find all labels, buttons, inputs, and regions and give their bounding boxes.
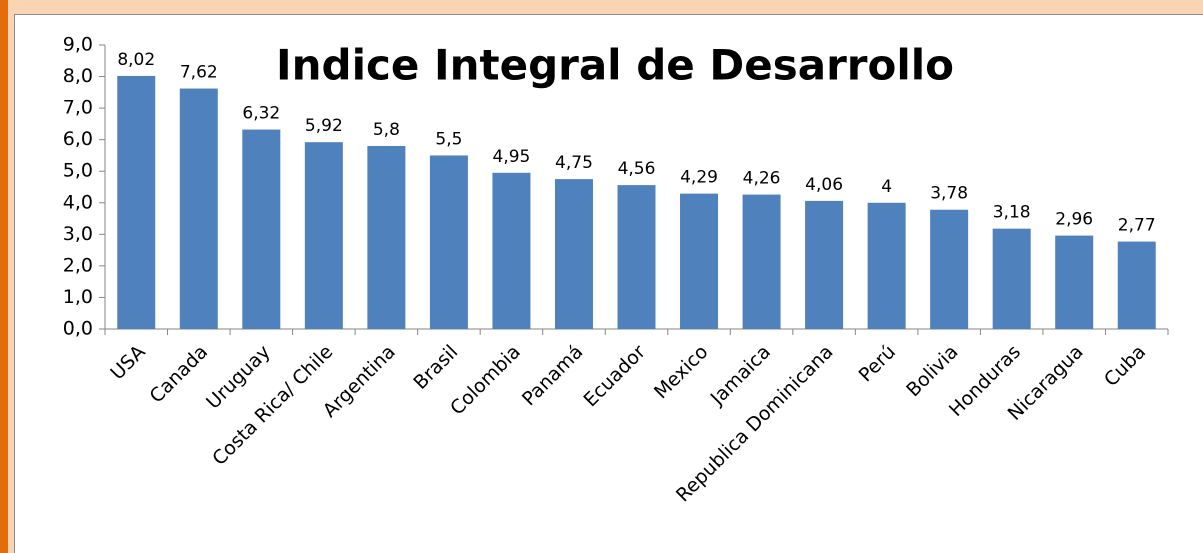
y-tick-label: 0,0 — [63, 318, 93, 340]
data-label: 5,8 — [373, 120, 400, 140]
data-label: 8,02 — [117, 50, 155, 70]
side-stripe — [0, 0, 8, 553]
bar — [367, 145, 406, 329]
data-label: 2,96 — [1055, 210, 1093, 230]
y-tick-label: 9,0 — [63, 34, 93, 56]
y-tick-label: 3,0 — [63, 223, 93, 245]
bar — [930, 209, 969, 329]
data-label: 3,18 — [993, 203, 1031, 223]
data-label: 7,62 — [180, 63, 218, 83]
bar — [242, 129, 281, 329]
data-label: 4,26 — [743, 169, 781, 189]
data-label: 6,32 — [242, 104, 280, 124]
bar — [1055, 235, 1094, 329]
data-label: 4,06 — [805, 175, 843, 195]
data-label: 4,95 — [493, 147, 531, 167]
bar — [617, 185, 656, 329]
chart-title: Indice Integral de Desarrollo — [276, 41, 954, 90]
bar — [867, 202, 906, 329]
y-tick-label: 5,0 — [63, 160, 93, 182]
bar — [742, 194, 781, 329]
bar — [179, 88, 218, 330]
data-label: 2,77 — [1118, 216, 1156, 236]
data-label: 3,78 — [930, 184, 968, 204]
bar — [805, 200, 844, 329]
bar — [992, 228, 1031, 329]
data-label: 4,29 — [680, 168, 718, 188]
data-label: 4,56 — [618, 159, 656, 179]
data-label: 4,75 — [555, 153, 593, 173]
bar — [554, 179, 593, 329]
y-tick-label: 2,0 — [63, 254, 93, 276]
bar — [680, 193, 719, 329]
y-tick-label: 1,0 — [63, 286, 93, 308]
bar — [117, 75, 156, 330]
y-tick-label: 6,0 — [63, 128, 93, 150]
data-label: 5,5 — [435, 129, 462, 149]
data-label: 5,92 — [305, 116, 343, 136]
bar — [429, 155, 468, 329]
y-tick-label: 4,0 — [63, 191, 93, 213]
y-tick-label: 7,0 — [63, 97, 93, 119]
bar — [492, 172, 531, 329]
y-tick-label: 8,0 — [63, 65, 93, 87]
data-label: 4 — [881, 177, 892, 197]
bar — [304, 142, 343, 329]
bar — [1117, 241, 1156, 329]
